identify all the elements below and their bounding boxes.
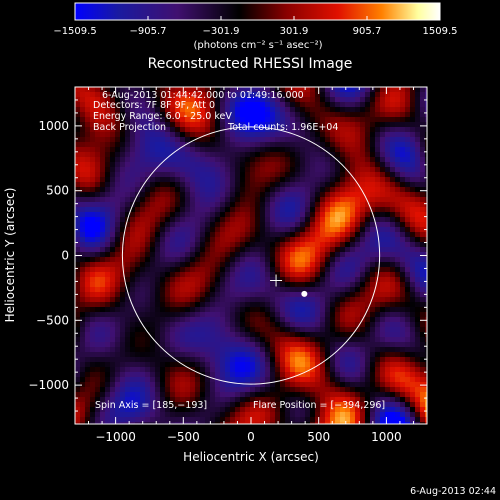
x-axis-label: Heliocentric X (arcsec) [183,450,319,464]
axis-ticks: −1000 −500 0 500 1000 −1000 −500 0 500 1000 [28,87,427,444]
annotation-detectors: Detectors: 7F 8F 9F, Att 0 [93,100,215,111]
y-tick-label: 500 [46,184,69,198]
y-tick-label: −500 [36,313,69,327]
annotation-energy-range: Energy Range: 6.0 - 25.0 keV [93,111,232,122]
x-tick-label: 0 [247,430,255,444]
spin-axis-marker [270,274,283,287]
colorbar-ticks: −1509.5 −905.7 −301.9 301.9 905.7 1509.5 [53,16,458,37]
heatmap-image [75,87,427,424]
chart-title: Reconstructed RHESSI Image [148,56,353,72]
x-tick-label: 1000 [371,430,402,444]
footer-timestamp: 6-Aug-2013 02:44 [410,486,496,497]
spin-axis-label: Spin Axis = [185,−193] [95,400,207,411]
annotation-total-counts: Total counts: 1.96E+04 [227,122,338,133]
solar-limb-circle [121,126,381,385]
x-tick-label: 500 [307,430,330,444]
y-axis-label: Heliocentric Y (arcsec) [3,188,17,323]
annotation-time-range: 6-Aug-2013 01:44:42.000 to 01:49:16.000 [102,90,304,101]
x-tick-label: −500 [167,430,200,444]
flare-position-marker [301,290,308,297]
flare-position-label: Flare Position = [−394,296] [253,400,385,411]
colorbar [74,2,441,21]
y-tick-label: 1000 [38,119,69,133]
y-tick-label: 0 [61,249,69,263]
colorbar-tick-label: 1509.5 [423,26,458,37]
colorbar-tick-label: −1509.5 [53,26,96,37]
colorbar-tick-label: −905.7 [129,26,166,37]
annotation-method: Back Projection [93,122,166,133]
colorbar-tick-label: 905.7 [353,26,382,37]
y-tick-label: −1000 [28,378,69,392]
x-tick-label: −1000 [95,430,136,444]
colorbar-unit-label: (photons cm⁻² s⁻¹ asec⁻²) [193,40,322,51]
colorbar-tick-label: 301.9 [280,26,309,37]
colorbar-tick-label: −301.9 [202,26,239,37]
